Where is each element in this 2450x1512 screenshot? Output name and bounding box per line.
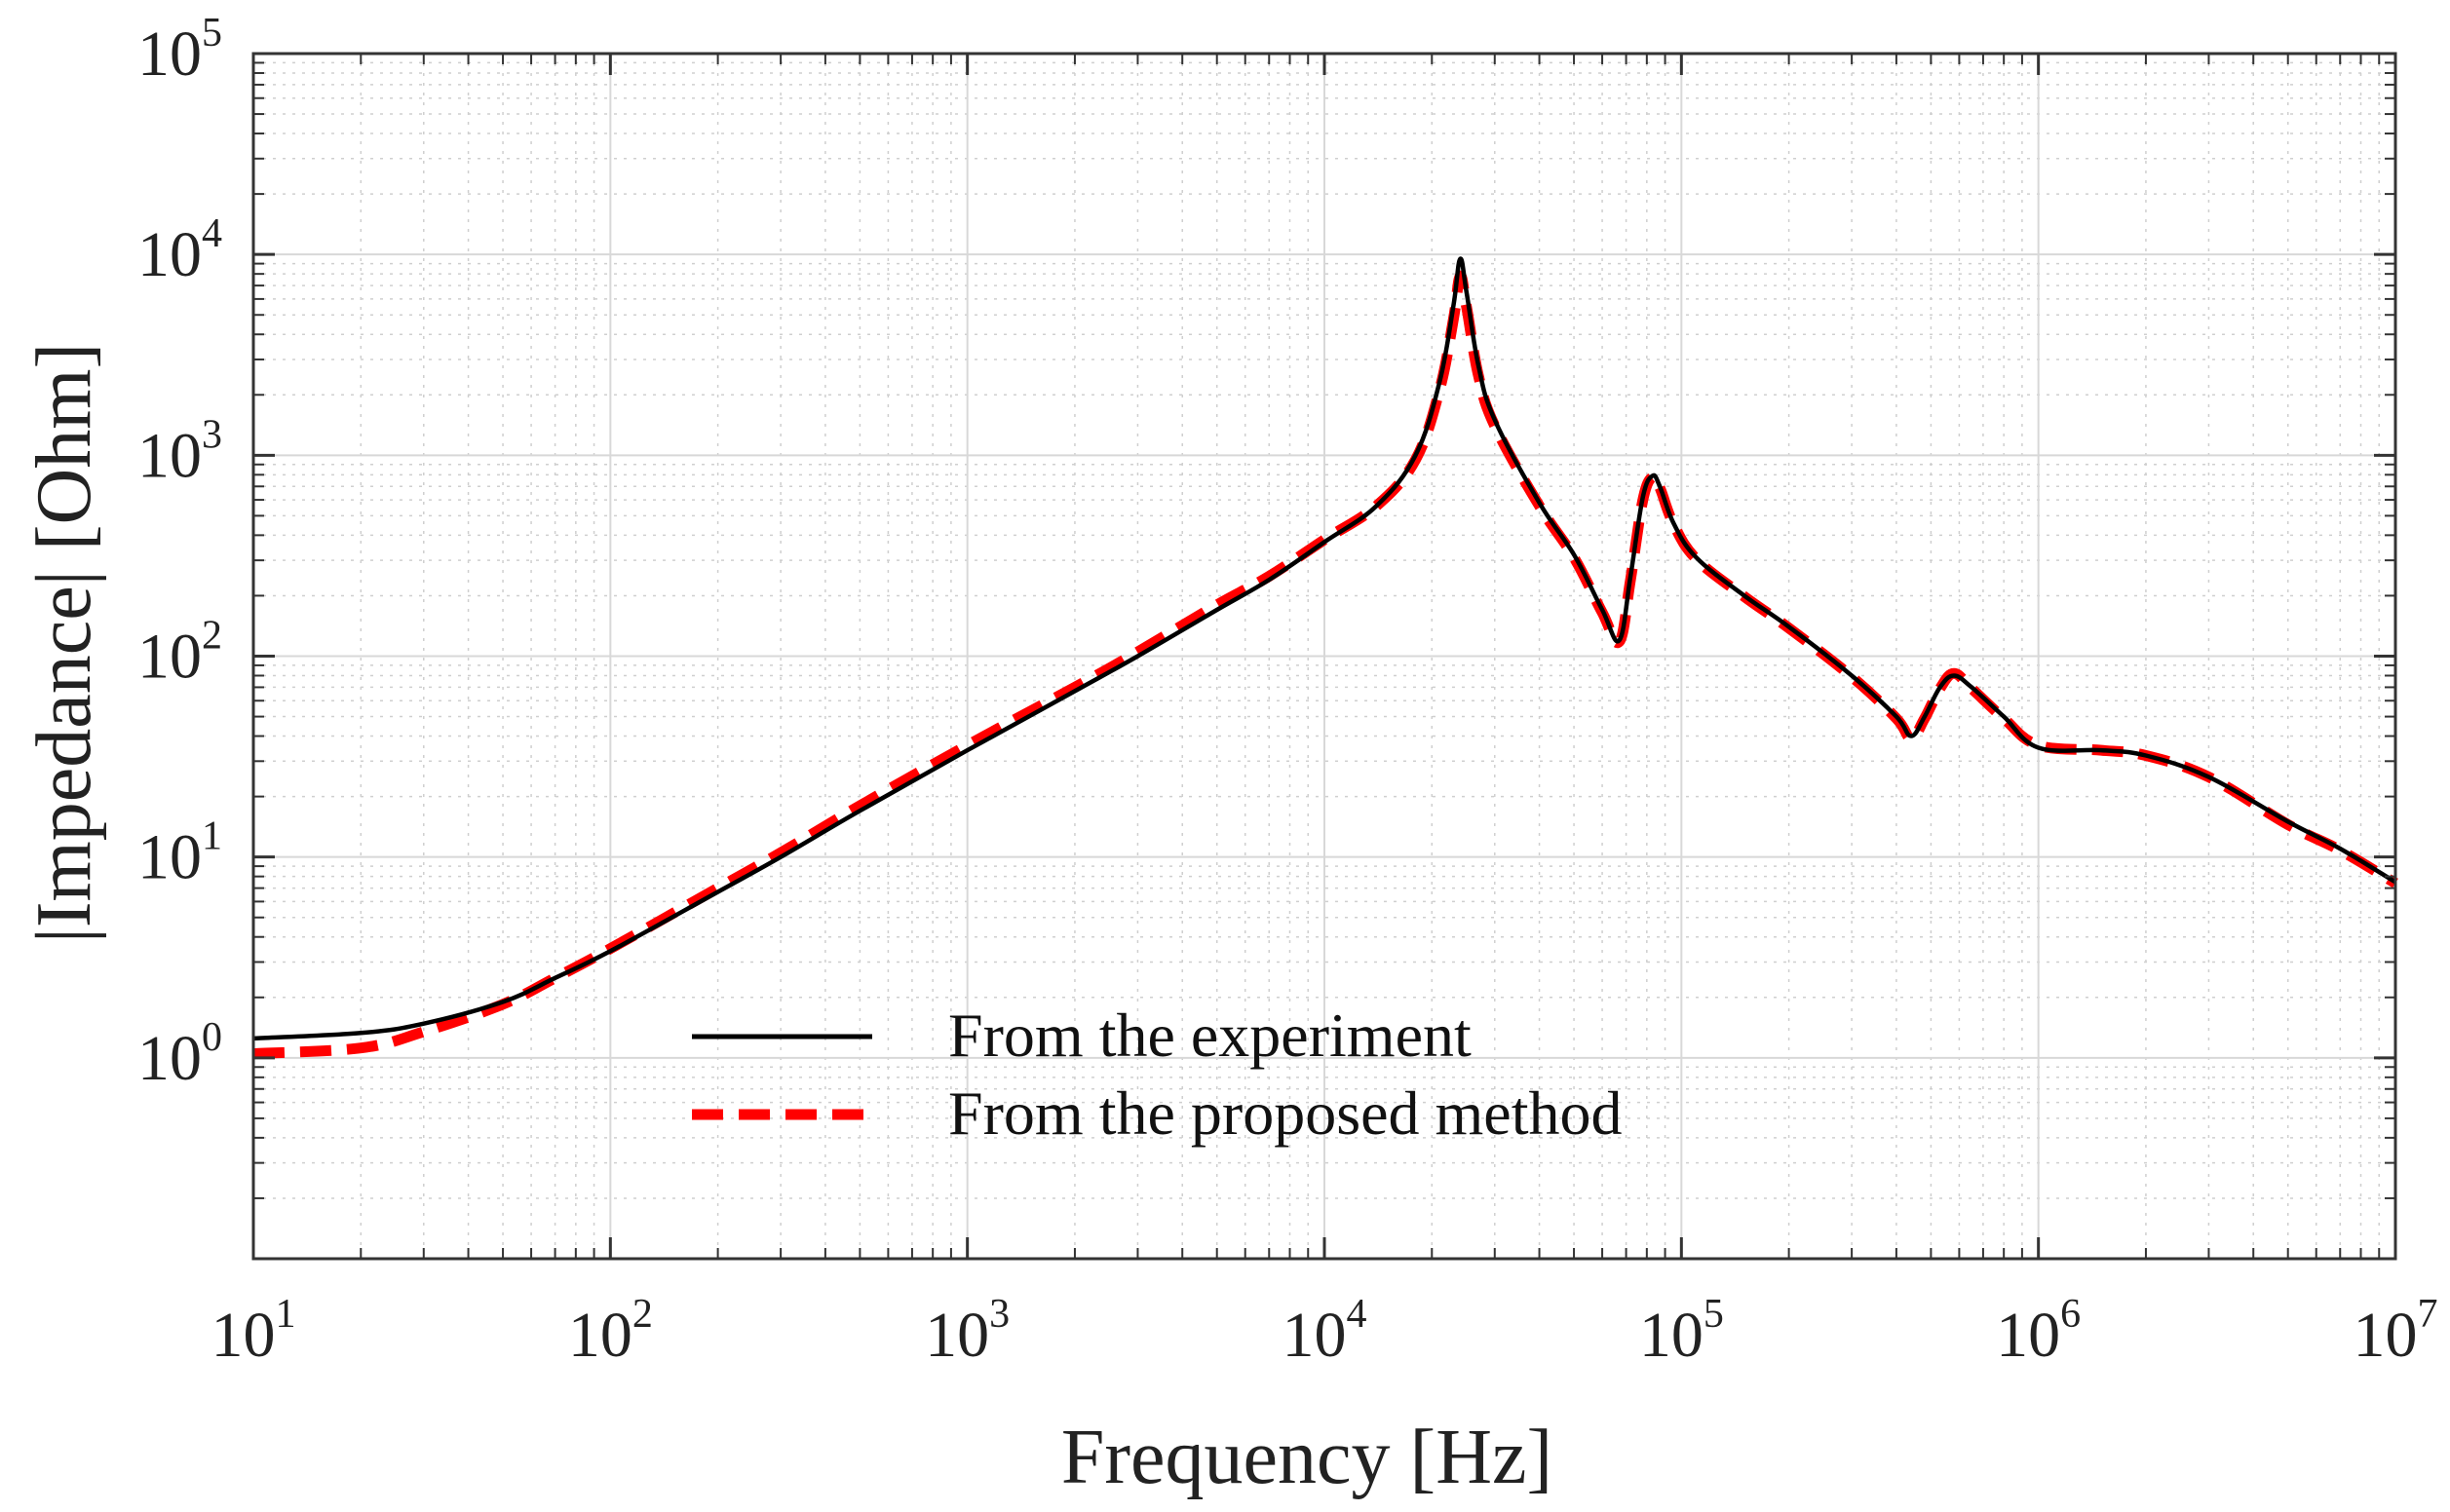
y-tick-label: 104 [137,211,222,290]
x-tick-label: 101 [211,1292,296,1371]
major-grid [253,54,2395,1259]
y-axis-label: |Impedance| [Ohm] [21,343,107,943]
x-tick-label: 107 [2354,1292,2438,1371]
legend: From the experiment From the proposed me… [692,1001,1622,1148]
y-tick-label: 105 [137,11,222,90]
legend-label-experiment: From the experiment [948,1001,1472,1070]
x-tick-label: 104 [1282,1292,1367,1371]
x-tick-label: 102 [568,1292,653,1371]
y-tick-label: 101 [137,814,222,893]
axis-ticks [251,52,2397,1261]
y-tick-label: 102 [137,614,222,693]
y-tick-label: 100 [137,1015,222,1094]
series-line-experiment [252,256,2397,1041]
x-axis-label: Frequency [Hz] [1061,1415,1552,1500]
series-layer [252,256,2398,1059]
x-tick-label: 103 [925,1292,1010,1371]
legend-label-proposed: From the proposed method [948,1078,1622,1148]
x-tick-label: 105 [1639,1292,1724,1371]
x-tick-label: 106 [1996,1292,2081,1371]
y-tick-label: 103 [137,412,222,491]
x-tick-labels: 101 102 103 104 105 106 107 [211,1292,2438,1371]
y-tick-labels: 100 101 102 103 104 105 [137,11,222,1094]
